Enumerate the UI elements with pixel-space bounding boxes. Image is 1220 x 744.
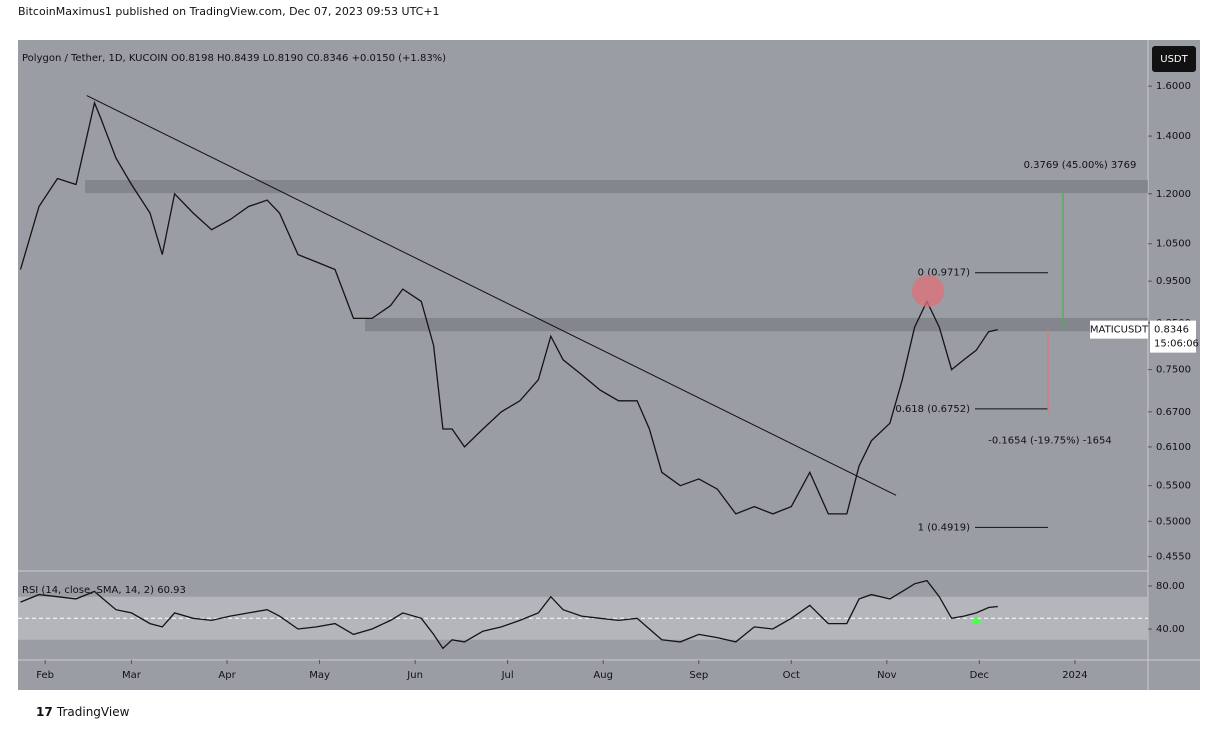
chart-background: [18, 40, 1200, 690]
symbol: Polygon / Tether, 1D, KUCOIN: [22, 53, 168, 64]
rsi-value: 60.93: [157, 585, 186, 596]
y-tick-label: 0.6700: [1156, 407, 1191, 418]
x-tick-label: Feb: [36, 670, 54, 681]
price-line: [20, 579, 998, 650]
trendline: [86, 95, 897, 496]
y-tick-label: 1.2000: [1156, 189, 1191, 200]
measure-label: -0.1654 (-19.75%) -1654: [988, 435, 1112, 446]
price-tag-label: 0.8346: [1154, 325, 1189, 336]
y-tick-label: 1.0500: [1156, 239, 1191, 250]
header: BitcoinMaximus1 published on TradingView…: [18, 5, 440, 18]
y-tick-label: 0.9500: [1156, 276, 1191, 287]
currency-box: [1152, 46, 1196, 72]
y-tick-label: 0.5500: [1156, 481, 1191, 492]
fib-label: 1 (0.4919): [918, 522, 970, 533]
footer-text: TradingView: [56, 705, 130, 719]
symbol-tag: [1090, 320, 1148, 339]
x-tick-label: Aug: [593, 670, 613, 681]
currency-label: USDT: [1160, 54, 1188, 65]
chart-title: Polygon / Tether, 1D, KUCOIN O0.8198 H0.…: [22, 53, 446, 64]
fib-label: 0.618 (0.6752): [895, 404, 970, 415]
y-tick-label: 1.6000: [1156, 81, 1191, 92]
symbol-tag-label: MATICUSDT: [1090, 325, 1149, 336]
resistance-zone: [85, 179, 1148, 194]
fib-label: 0 (0.9717): [918, 268, 970, 279]
price-line: [19, 100, 998, 515]
rsi-tick-label: 40.00: [1156, 624, 1185, 635]
x-tick-label: Mar: [122, 670, 142, 681]
y-tick-label: 0.7500: [1156, 365, 1191, 376]
x-tick-label: Oct: [783, 670, 800, 681]
x-tick-label: Sep: [689, 670, 708, 681]
signal-arrow: [970, 616, 982, 624]
rsi-tick-label: 80.00: [1156, 581, 1185, 592]
y-tick-label: 0.4550: [1156, 552, 1191, 563]
y-tick-label: 1.4000: [1156, 131, 1191, 142]
x-tick-label: Jun: [406, 670, 423, 681]
measure-label: 0.3769 (45.00%) 3769: [1024, 160, 1137, 171]
x-tick-label: Dec: [970, 670, 989, 681]
rsi-name: RSI (14, close, SMA, 14, 2): [22, 585, 154, 596]
ohlc: O0.8198 H0.8439 L0.8190 C0.8346 +0.0150 …: [171, 53, 446, 64]
resistance-zone: [365, 317, 1148, 332]
y-tick-label: 0.5000: [1156, 516, 1191, 527]
price-tag: [1150, 320, 1196, 353]
x-tick-label: Jul: [501, 670, 514, 681]
x-tick-label: May: [309, 670, 330, 681]
logo: 17: [36, 705, 57, 719]
countdown: 15:06:06: [1154, 339, 1199, 350]
highlight-circle: [912, 275, 944, 307]
x-tick-label: Apr: [218, 670, 236, 681]
y-tick-label: 0.6100: [1156, 442, 1191, 453]
footer: 17 TradingView: [36, 705, 130, 719]
x-tick-label: Nov: [877, 670, 897, 681]
rsi-title: RSI (14, close, SMA, 14, 2) 60.93: [22, 585, 186, 596]
x-tick-label: 2024: [1062, 670, 1087, 681]
